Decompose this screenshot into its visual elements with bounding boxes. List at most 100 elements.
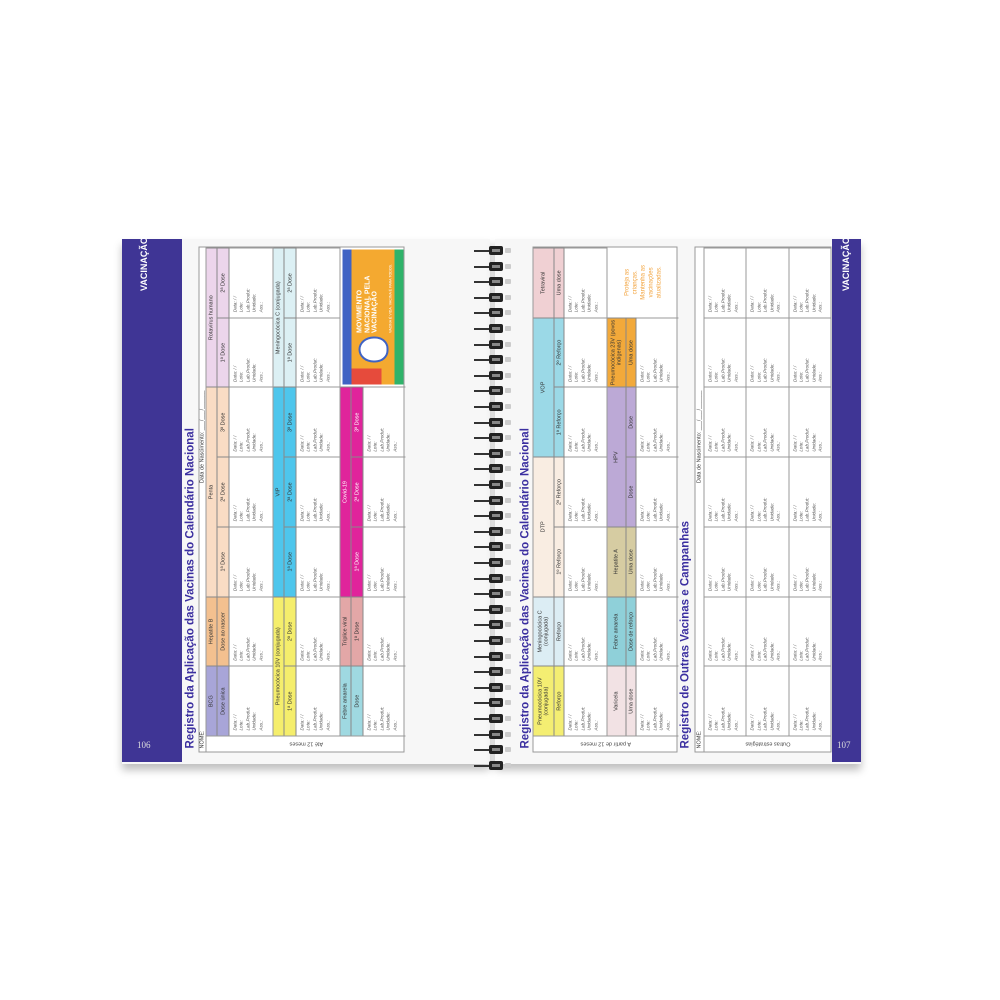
record-cell[interactable]: Data: / / Lote: Lab.Produt: Unidade: Ass.: <box>789 596 831 666</box>
vaccine-band: Pneumocócica 10V (conjugada) Reforço Data:… <box>533 247 608 736</box>
record-cell[interactable]: Data: / / Lote: Lab.Produt: Unidade: Ass.: <box>746 317 789 387</box>
record-cell[interactable]: Data: / / Lote: Lab.Produt: Unidade: Ass.: <box>229 247 273 318</box>
record-field: Ass.: <box>733 580 739 592</box>
record-field: Ass.: <box>817 650 823 661</box>
dose-header: 1ª Dose <box>351 526 364 597</box>
record-field: Ass.: <box>733 371 739 382</box>
record-cell[interactable]: Data: / / Lote: Lab.Produt: Unidade: Ass.: <box>746 665 789 736</box>
spiral-ring <box>474 370 514 380</box>
spiral-ring <box>474 464 514 474</box>
record-cell[interactable]: Data: / / Lote: Lab.Produt: Unidade: Ass.: <box>704 665 746 736</box>
spiral-ring <box>474 682 514 692</box>
vaccine-header: VIP <box>273 386 285 597</box>
record-cell[interactable]: Data: / / Lote: Lab.Produt: Unidade: Ass.: <box>229 456 273 527</box>
record-cell[interactable]: Data: / / Lote: Lab.Produt: Unidade: Ass.: <box>564 247 607 318</box>
vaccine-header: Hepatite B <box>206 596 218 666</box>
record-field: Ass.: <box>258 650 264 661</box>
record-cell[interactable]: Data: / / Lote: Lab.Produt: Unidade: Ass.: <box>229 526 273 597</box>
record-field: Ass.: <box>593 580 599 592</box>
record-cell[interactable]: Data: / / Lote: Lab.Produt: Unidade: Ass.: <box>636 456 679 527</box>
record-row: Data: / / Lote: Lab.Produt: Unidade: Ass.: Da… <box>789 247 831 736</box>
record-cell[interactable]: Data: / / Lote: Lab.Produt: Unidade: Ass.: <box>229 386 273 457</box>
record-cell[interactable]: Data: / / Lote: Lab.Produt: Unidade: Ass.: <box>229 596 273 666</box>
record-cell[interactable]: Data: / / Lote: Lab.Produt: Unidade: Ass.: <box>363 456 406 527</box>
record-cell[interactable]: Data: / / Lote: Lab.Produt: Unidade: Ass.: <box>704 596 746 666</box>
record-field: Ass.: <box>733 650 739 661</box>
page-number: 107 <box>837 740 851 750</box>
record-cell[interactable]: Data: / / Lote: Lab.Produt: Unidade: Ass.: <box>363 526 406 597</box>
record-cell[interactable]: Data: / / Lote: Lab.Produt: Unidade: Ass.: <box>564 317 607 387</box>
record-field: Ass.: <box>775 580 781 592</box>
record-cell[interactable]: Data: / / Lote: Lab.Produt: Unidade: Ass.: <box>296 596 340 666</box>
record-cell[interactable]: Data: / / Lote: Lab.Produt: Unidade: Ass.: <box>363 386 406 457</box>
vaccine-header: BCG <box>206 665 218 736</box>
record-cell[interactable]: Data: / / Lote: Lab.Produt: Unidade: Ass.: <box>789 317 831 387</box>
dose-header: Uma dose <box>626 317 637 387</box>
spiral-ring <box>474 667 514 677</box>
record-field: Ass.: <box>325 441 331 452</box>
record-cell[interactable]: Data: / / Lote: Lab.Produt: Unidade: Ass.: <box>746 247 789 318</box>
record-cell[interactable]: Data: / / Lote: Lab.Produt: Unidade: Ass.: <box>746 526 789 597</box>
record-cell[interactable]: Data: / / Lote: Lab.Produt: Unidade: Ass.: <box>564 386 607 457</box>
record-field: Ass.: <box>775 371 781 382</box>
spiral-ring <box>474 339 514 349</box>
record-cell[interactable]: Data: / / Lote: Lab.Produt: Unidade: Ass.: <box>789 456 831 527</box>
vaccine-header: Rotavírus humano <box>206 247 218 387</box>
record-cell[interactable]: Data: / / Lote: Lab.Produt: Unidade: Ass.: <box>296 317 340 387</box>
spiral-ring <box>474 448 514 458</box>
record-cell[interactable]: Data: / / Lote: Lab.Produt: Unidade: Ass.: <box>636 665 679 736</box>
record-cell[interactable]: Data: / / Lote: Lab.Produt: Unidade: Ass.: <box>564 456 607 527</box>
dose-header: 2ª Dose <box>284 596 297 666</box>
record-cell[interactable]: Data: / / Lote: Lab.Produt: Unidade: Ass.: <box>564 665 607 736</box>
dose-header: 1ª Dose <box>284 317 297 387</box>
record-cell[interactable]: Data: / / Lote: Lab.Produt: Unidade: Ass.: <box>704 247 746 318</box>
spiral-ring <box>474 651 514 661</box>
record-field: Ass.: <box>817 580 823 592</box>
record-cell[interactable]: Data: / / Lote: Lab.Produt: Unidade: Ass.: <box>636 526 679 597</box>
spiral-ring <box>474 573 514 583</box>
record-cell[interactable]: Data: / / Lote: Lab.Produt: Unidade: Ass.: <box>636 317 679 387</box>
record-cell[interactable]: Data: / / Lote: Lab.Produt: Unidade: Ass.: <box>296 456 340 527</box>
record-cell[interactable]: Data: / / Lote: Lab.Produt: Unidade: Ass.: <box>564 526 607 597</box>
record-cell[interactable]: Data: / / Lote: Lab.Produt: Unidade: Ass.: <box>789 665 831 736</box>
record-field: Ass.: <box>817 441 823 452</box>
record-field: Ass.: <box>733 441 739 452</box>
record-cell[interactable]: Data: / / Lote: Lab.Produt: Unidade: Ass.: <box>746 386 789 457</box>
birth-date-label: Data de Nascimento: ___/___/______ <box>199 390 206 484</box>
vaccine-header: Meningocócica C (conjugada) <box>273 247 285 387</box>
record-cell[interactable]: Data: / / Lote: Lab.Produt: Unidade: Ass.: <box>296 386 340 457</box>
record-field: Ass.: <box>665 511 671 522</box>
name-label: NOME: <box>199 730 206 749</box>
age-group-label: A partir de 12 meses <box>533 735 679 752</box>
record-cell[interactable]: Data: / / Lote: Lab.Produt: Unidade: Ass.: <box>704 317 746 387</box>
record-cell[interactable]: Data: / / Lote: Lab.Produt: Unidade: Ass.: <box>704 456 746 527</box>
record-cell[interactable]: Data: / / Lote: Lab.Produt: Unidade: Ass.: <box>296 247 340 318</box>
other-vaccines-record: Registro de Outras Vacinas e Campanhas N… <box>679 246 832 753</box>
dose-header: 2º Reforço <box>554 456 565 527</box>
record-cell[interactable]: Data: / / Lote: Lab.Produt: Unidade: Ass.: <box>363 665 406 736</box>
dose-header: Uma dose <box>554 247 565 318</box>
record-field: Ass.: <box>258 720 264 731</box>
record-cell[interactable]: Data: / / Lote: Lab.Produt: Unidade: Ass.: <box>296 526 340 597</box>
record-cell[interactable]: Data: / / Lote: Lab.Produt: Unidade: Ass.: <box>564 596 607 666</box>
dose-header: 2ª Dose <box>351 456 364 527</box>
record-cell[interactable]: Data: / / Lote: Lab.Produt: Unidade: Ass.: <box>746 456 789 527</box>
record-cell[interactable]: Data: / / Lote: Lab.Produt: Unidade: Ass.: <box>704 386 746 457</box>
record-cell[interactable]: Data: / / Lote: Lab.Produt: Unidade: Ass.: <box>746 596 789 666</box>
record-field: Ass.: <box>392 720 398 731</box>
vaccine-header: VOP <box>533 317 555 457</box>
record-cell[interactable]: Data: / / Lote: Lab.Produt: Unidade: Ass.: <box>704 526 746 597</box>
record-cell[interactable]: Data: / / Lote: Lab.Produt: Unidade: Ass.: <box>636 596 679 666</box>
record-cell[interactable]: Data: / / Lote: Lab.Produt: Unidade: Ass.: <box>789 526 831 597</box>
record-cell[interactable]: Data: / / Lote: Lab.Produt: Unidade: Ass.: <box>296 665 340 736</box>
record-cell[interactable]: Data: / / Lote: Lab.Produt: Unidade: Ass.: <box>636 386 679 457</box>
record-field: Ass.: <box>325 371 331 382</box>
record-rows: Data: / / Lote: Lab.Produt: Unidade: Ass.: Da… <box>704 247 831 736</box>
record-cell[interactable]: Data: / / Lote: Lab.Produt: Unidade: Ass.: <box>229 317 273 387</box>
record-cell[interactable]: Data: / / Lote: Lab.Produt: Unidade: Ass.: <box>229 665 273 736</box>
spiral-ring <box>474 714 514 723</box>
record-cell[interactable]: Data: / / Lote: Lab.Produt: Unidade: Ass.: <box>363 596 406 666</box>
record-cell[interactable]: Data: / / Lote: Lab.Produt: Unidade: Ass.: <box>789 247 831 318</box>
record-cell[interactable]: Data: / / Lote: Lab.Produt: Unidade: Ass.: <box>789 386 831 457</box>
record-field: Ass.: <box>392 650 398 661</box>
